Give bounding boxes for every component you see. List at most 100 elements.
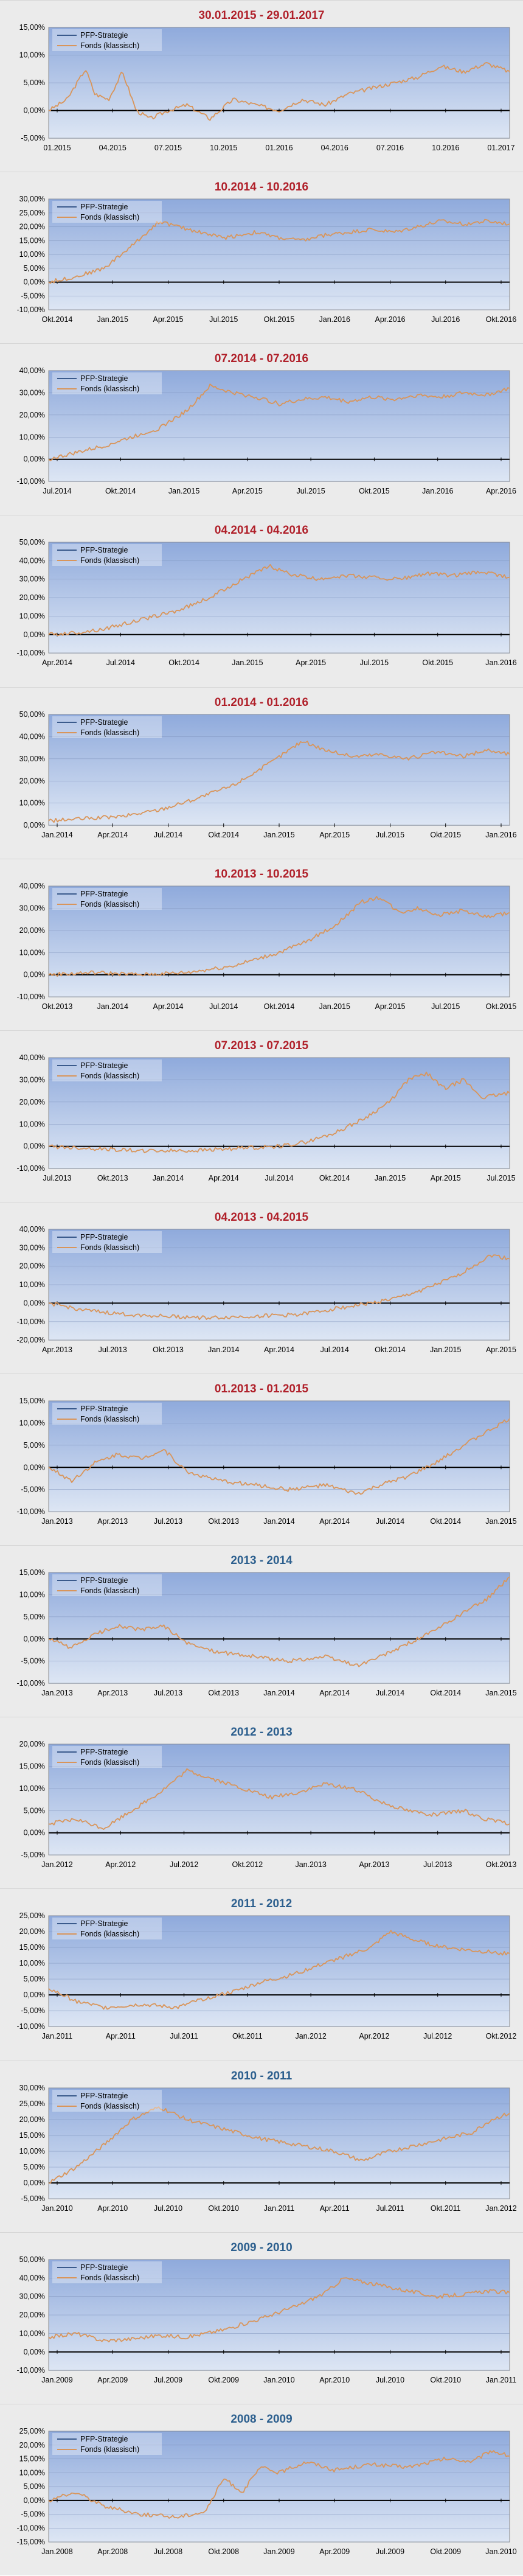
x-tick-label: Jul.2014 (376, 1517, 404, 1526)
x-tick-label: Jan.2016 (485, 831, 516, 839)
y-tick-label: 25,00% (19, 2427, 45, 2435)
x-tick-label: Apr.2015 (232, 487, 263, 495)
legend-box (52, 1918, 162, 1940)
legend-label-fonds: Fonds (klassisch) (80, 1072, 139, 1080)
x-tick-label: 07.2016 (376, 144, 404, 152)
chart-panel: 2010 - 2011 -5,00% 0,00% 5,00% 10,00% 15,00% 2… (0, 2060, 523, 2232)
chart-panel: 2009 - 2010 -10,00% 0,00% 10,00% 20,00% 30,00… (0, 2232, 523, 2404)
chart-panel: 2011 - 2012 -10,00% -5,00% 0,00% 5,00% 10,00%… (0, 1888, 523, 2061)
legend-label-pfp: PFP-Strategie (80, 890, 128, 898)
x-tick-label: Okt.2012 (232, 1860, 263, 1869)
series-line-fonds (48, 564, 510, 637)
y-tick-label: -5,00% (21, 1657, 45, 1666)
y-tick-label: 30,00% (19, 904, 45, 912)
x-tick-label: Jul.2015 (487, 1174, 515, 1182)
y-tick-label: 25,00% (19, 2100, 45, 2108)
y-tick-label: -5,00% (21, 2194, 45, 2203)
legend-label-pfp: PFP-Strategie (80, 1748, 128, 1756)
y-tick-label: -15,00% (17, 2538, 45, 2546)
x-tick-label: Apr.2015 (486, 1346, 516, 1354)
y-tick-label: 10,00% (19, 51, 45, 60)
y-tick-label: 20,00% (19, 2115, 45, 2124)
chart-svg: 2011 - 2012 -10,00% -5,00% 0,00% 5,00% 10,00%… (17, 1897, 517, 2041)
x-tick-label: Okt.2013 (486, 1860, 517, 1869)
series-line-fonds (48, 1071, 510, 1153)
y-tick-label: 25,00% (19, 209, 45, 217)
x-tick-label: Jan.2010 (41, 2204, 72, 2213)
x-tick-label: Jul.2009 (154, 2376, 182, 2384)
chart-svg: 07.2014 - 07.2016 -10,00% 0,00% 10,00% 20,00… (17, 352, 517, 495)
chart-title: 01.2014 - 01.2016 (215, 696, 308, 709)
x-tick-label: 04.2015 (99, 144, 126, 152)
legend-label-fonds: Fonds (klassisch) (80, 2445, 139, 2454)
x-tick-label: Jan.2014 (208, 1346, 239, 1354)
legend-label-fonds: Fonds (klassisch) (80, 728, 139, 737)
y-tick-label: -10,00% (17, 1318, 45, 1326)
x-tick-label: Jan.2013 (41, 1689, 72, 1697)
chart-panel: 30.01.2015 - 29.01.2017 -5,00% 0,00% 5,00% 1… (0, 0, 523, 172)
legend-label-fonds: Fonds (klassisch) (80, 2102, 139, 2110)
x-tick-label: Okt.2011 (232, 2033, 263, 2041)
y-tick-label: 30,00% (19, 195, 45, 203)
x-tick-label: Jul.2014 (209, 1002, 238, 1011)
y-tick-label: 10,00% (19, 1960, 45, 1968)
x-tick-label: Okt.2014 (208, 831, 239, 839)
y-tick-label: 5,00% (24, 1975, 45, 1984)
y-tick-label: 20,00% (19, 1098, 45, 1106)
x-tick-label: Jan.2016 (319, 315, 350, 324)
x-tick-label: Jan.2016 (422, 487, 453, 495)
x-tick-label: Jan.2009 (263, 2547, 294, 2556)
y-tick-label: 0,00% (24, 2179, 45, 2187)
legend-label-pfp: PFP-Strategie (80, 1919, 128, 1928)
chart-panel: 04.2013 - 04.2015 -20,00% -10,00% 0,00% 10,0… (0, 1201, 523, 1374)
x-tick-label: Okt.2015 (430, 831, 461, 839)
y-tick-label: 30,00% (19, 389, 45, 397)
y-tick-label: 0,00% (24, 106, 45, 115)
x-tick-label: Okt.2015 (422, 659, 453, 668)
x-tick-label: Jan.2015 (168, 487, 199, 495)
x-tick-label: Jul.2010 (376, 2376, 404, 2384)
x-tick-label: Apr.2010 (319, 2376, 350, 2384)
y-tick-label: 10,00% (19, 2329, 45, 2337)
x-tick-label: Apr.2014 (264, 1346, 294, 1354)
legend-label-fonds: Fonds (klassisch) (80, 41, 139, 50)
chart-title: 2010 - 2011 (231, 2070, 293, 2082)
y-tick-label: 0,00% (24, 1635, 45, 1643)
legend-label-fonds: Fonds (klassisch) (80, 1586, 139, 1595)
series-line-fonds (48, 383, 510, 462)
x-tick-label: Jul.2013 (43, 1174, 71, 1182)
x-tick-label: Jan.2016 (485, 659, 516, 668)
x-tick-label: Apr.2015 (431, 1174, 461, 1182)
y-tick-label: 0,00% (24, 278, 45, 287)
legend-label-pfp: PFP-Strategie (80, 2263, 128, 2272)
legend-label-pfp: PFP-Strategie (80, 1405, 128, 1413)
chart-title: 04.2014 - 04.2016 (215, 524, 308, 537)
x-tick-label: Jul.2014 (43, 487, 71, 495)
x-tick-label: Jul.2015 (360, 659, 389, 668)
chart-title: 10.2014 - 10.2016 (215, 181, 308, 194)
x-tick-label: Apr.2013 (42, 1346, 72, 1354)
chart-svg: 2013 - 2014 -10,00% -5,00% 0,00% 5,00% 10,00%… (17, 1554, 517, 1697)
x-tick-label: 01.2016 (265, 144, 293, 152)
legend-label-fonds: Fonds (klassisch) (80, 1415, 139, 1423)
x-tick-label: Okt.2014 (42, 315, 73, 324)
legend-label-fonds: Fonds (klassisch) (80, 556, 139, 565)
chart-title: 04.2013 - 04.2015 (215, 1211, 309, 1224)
y-tick-label: -5,00% (21, 1485, 45, 1494)
x-tick-label: 07.2015 (154, 144, 182, 152)
y-tick-label: -10,00% (17, 2366, 45, 2375)
y-tick-label: 0,00% (24, 455, 45, 464)
legend-box (52, 201, 162, 223)
y-tick-label: 15,00% (19, 2131, 45, 2140)
legend-label-pfp: PFP-Strategie (80, 31, 128, 40)
x-tick-label: Apr.2016 (486, 487, 516, 495)
chart-panel: 2012 - 2013 -5,00% 0,00% 5,00% 10,00% 15,00% 2… (0, 1717, 523, 1889)
